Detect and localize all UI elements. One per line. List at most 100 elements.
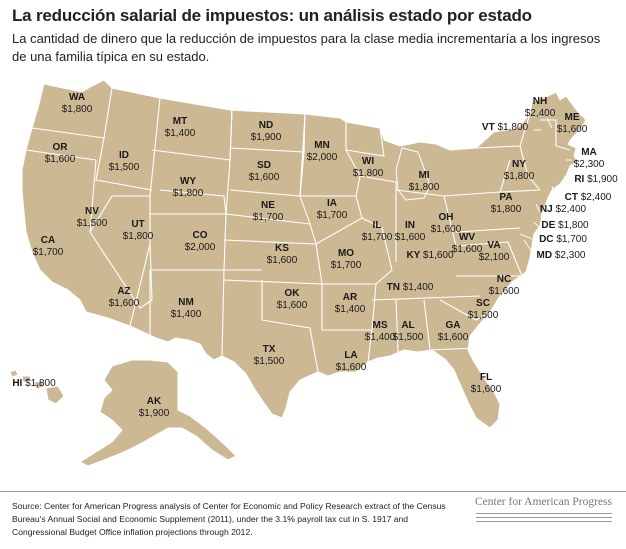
state-value: $1,500 — [109, 162, 140, 173]
state-abbr: SD — [257, 160, 271, 171]
state-value: $1,800 — [123, 231, 154, 242]
state-label-ma: MA $2,300 — [574, 147, 605, 170]
state-value: $1,600 — [489, 286, 520, 297]
map-title: La reducción salarial de impuestos: un a… — [12, 6, 532, 25]
state-label-me: ME $1,600 — [557, 112, 588, 135]
state-value: $1,800 — [497, 122, 528, 133]
state-abbr: RI — [574, 174, 587, 185]
border-west — [25, 87, 153, 327]
state-value: $1,600 — [249, 172, 280, 183]
state-abbr: ND — [259, 120, 273, 131]
state-label-vt: VT $1,800 — [482, 122, 529, 133]
state-label-wv: WV $1,600 — [452, 232, 483, 255]
state-label-ct: CT $2,400 — [565, 192, 612, 203]
state-value: $1,600 — [395, 232, 426, 243]
state-value: $1,600 — [336, 362, 367, 373]
state-label-mo: MO $1,700 — [331, 248, 362, 271]
state-label-mi: MI $1,800 — [409, 170, 440, 193]
state-label-nj: NJ $2,400 — [540, 204, 587, 215]
state-label-or: OR $1,600 — [45, 142, 76, 165]
state-abbr: PA — [499, 192, 512, 203]
state-abbr: AZ — [117, 286, 130, 297]
state-label-va: VA $2,100 — [479, 240, 510, 263]
state-label-ny: NY $1,800 — [504, 159, 535, 182]
state-label-dc: DC $1,700 — [539, 234, 587, 245]
state-value: $1,700 — [317, 210, 348, 221]
state-value: $1,800 — [25, 378, 56, 389]
state-abbr: CT — [565, 192, 581, 203]
state-label-sd: SD $1,600 — [249, 160, 280, 183]
state-value: $1,600 — [277, 300, 308, 311]
state-value: $1,800 — [62, 104, 93, 115]
state-label-wi: WI $1,800 — [353, 156, 384, 179]
leader-nj — [535, 203, 541, 213]
map-land-alaska — [79, 359, 237, 467]
state-abbr: TX — [263, 344, 276, 355]
state-label-ar: AR $1,400 — [335, 292, 366, 315]
state-value: $1,600 — [452, 244, 483, 255]
state-abbr: MS — [373, 320, 388, 331]
state-value: $1,400 — [365, 332, 396, 343]
state-abbr: ME — [565, 112, 580, 123]
state-label-wa: WA $1,800 — [62, 92, 93, 115]
state-abbr: OR — [53, 142, 69, 153]
state-abbr: FL — [480, 372, 492, 383]
state-abbr: ID — [119, 150, 129, 161]
leader-ct — [551, 185, 557, 199]
state-value: $1,800 — [558, 220, 589, 231]
state-value: $1,600 — [438, 332, 469, 343]
state-label-nv: NV $1,500 — [77, 206, 108, 229]
state-value: $1,600 — [109, 298, 140, 309]
border-south — [367, 241, 523, 363]
state-abbr: NH — [533, 96, 547, 107]
state-label-ok: OK $1,600 — [277, 288, 308, 311]
state-label-fl: FL $1,600 — [471, 372, 502, 395]
map-subtitle: La cantidad de dinero que la reducción d… — [12, 31, 601, 64]
state-abbr: MN — [314, 140, 330, 151]
state-label-ri: RI $1,900 — [574, 174, 618, 185]
state-label-ak: AK $1,900 — [139, 396, 170, 419]
state-value: $1,700 — [556, 234, 587, 245]
state-value: $2,400 — [525, 108, 556, 119]
state-abbr: AR — [343, 292, 358, 303]
leader-md — [523, 239, 537, 259]
state-value: $1,800 — [353, 168, 384, 179]
state-value: $1,800 — [491, 204, 522, 215]
state-value: $2,300 — [555, 250, 586, 261]
state-label-ca: CA $1,700 — [33, 235, 64, 258]
state-abbr: NE — [261, 200, 275, 211]
state-abbr: WV — [459, 232, 475, 243]
state-label-mn: MN $2,000 — [307, 140, 338, 163]
state-abbr: IL — [373, 220, 382, 231]
state-label-wy: WY $1,800 — [173, 176, 204, 199]
state-abbr: OK — [285, 288, 301, 299]
state-abbr: WA — [69, 92, 85, 103]
state-value: $1,700 — [253, 212, 284, 223]
state-abbr: AK — [147, 396, 162, 407]
state-abbr: VT — [482, 122, 498, 133]
state-label-ky: KY $1,600 — [406, 250, 454, 261]
state-abbr: TN — [387, 282, 403, 293]
state-value: $2,000 — [307, 152, 338, 163]
state-abbr: NJ — [540, 204, 556, 215]
state-value: $1,400 — [403, 282, 434, 293]
state-value: $1,700 — [331, 260, 362, 271]
state-label-oh: OH $1,600 — [431, 212, 462, 235]
state-abbr: AL — [401, 320, 414, 331]
state-value: $1,800 — [409, 182, 440, 193]
state-abbr: SC — [476, 298, 490, 309]
state-label-mt: MT $1,400 — [165, 116, 196, 139]
state-abbr: NM — [178, 297, 194, 308]
map-land-hawaii — [9, 369, 65, 405]
state-value: $2,100 — [479, 252, 510, 263]
state-label-sc: SC $1,500 — [468, 298, 499, 321]
source-note: Source: Center for American Progress ana… — [12, 501, 446, 537]
state-label-id: ID $1,500 — [109, 150, 140, 173]
brand-logo-stripes — [476, 513, 612, 531]
state-abbr: OH — [439, 212, 454, 223]
state-value: $1,900 — [251, 132, 282, 143]
state-value: $2,000 — [185, 242, 216, 253]
state-abbr: MD — [537, 250, 555, 261]
state-value: $1,600 — [423, 250, 454, 261]
state-value: $1,600 — [267, 255, 298, 266]
